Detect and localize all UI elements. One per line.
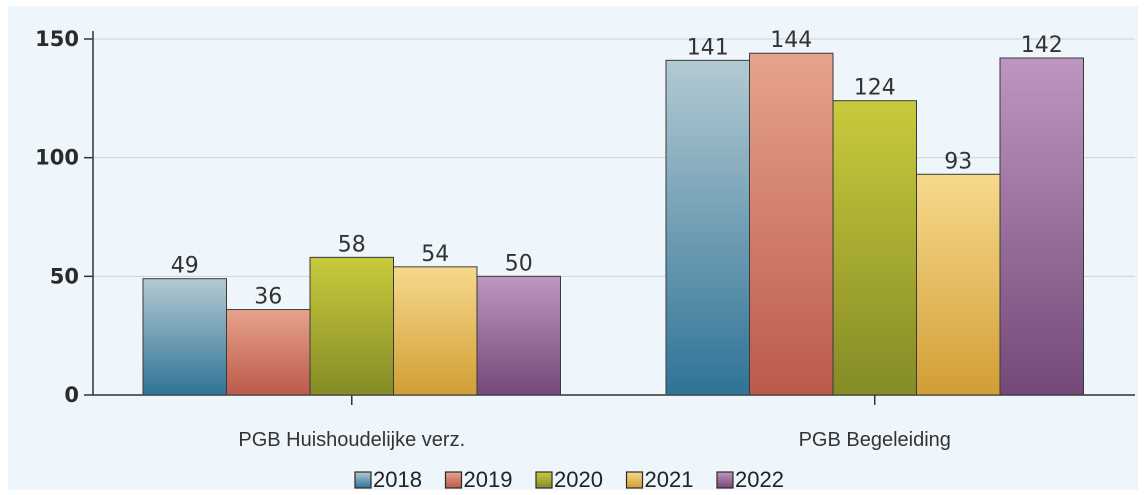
y-tick-label-100: 100 — [35, 146, 79, 170]
legend-label: 2020 — [554, 467, 603, 492]
legend-label: 2022 — [735, 467, 784, 492]
legend-swatch-2020 — [535, 471, 553, 489]
x-tick-label: PGB Begeleiding — [799, 429, 951, 451]
bar-2022-1 — [476, 275, 561, 396]
data-label: 49 — [171, 254, 199, 279]
legend-label: 2019 — [464, 467, 513, 492]
bar-2021-2 — [916, 173, 1001, 396]
bars — [142, 52, 1084, 396]
data-labels: 49 36 58 54 50 141 144 124 93 142 — [171, 28, 1063, 309]
legend-swatch-2019 — [444, 471, 463, 489]
bar-2021-1 — [393, 266, 478, 396]
bar-2019-1 — [226, 309, 311, 396]
legend-label: 2021 — [645, 467, 694, 492]
bar-2020-1 — [309, 256, 394, 396]
data-label: 50 — [505, 251, 533, 276]
legend-swatch-2018 — [354, 471, 372, 489]
x-tick-label: PGB Huishoudelijke verz. — [238, 429, 465, 451]
bar-2018-2 — [665, 59, 750, 396]
data-label: 142 — [1021, 33, 1063, 58]
data-label: 36 — [254, 285, 282, 310]
legend-swatch-2021 — [625, 471, 644, 489]
legend-swatch-2022 — [716, 471, 734, 489]
axes: 0 50 100 150 PGB Huishoudelijke verz. PGB Beg… — [35, 27, 1135, 451]
bar-2020-2 — [832, 100, 917, 396]
legend: 2018 2019 2020 2021 2022 — [354, 467, 784, 492]
data-label: 141 — [687, 35, 729, 60]
data-label: 58 — [338, 232, 366, 257]
legend-label: 2018 — [373, 467, 422, 492]
y-tick-label-150: 150 — [35, 27, 79, 51]
data-label: 54 — [421, 242, 449, 267]
bar-2022-2 — [999, 57, 1084, 396]
bar-2019-2 — [749, 52, 834, 396]
data-label: 124 — [854, 76, 896, 101]
y-tick-label-50: 50 — [50, 264, 79, 288]
bar-2018-1 — [142, 278, 227, 396]
data-label: 93 — [944, 149, 972, 174]
data-label: 144 — [770, 28, 812, 53]
y-tick-label-0: 0 — [64, 383, 79, 407]
